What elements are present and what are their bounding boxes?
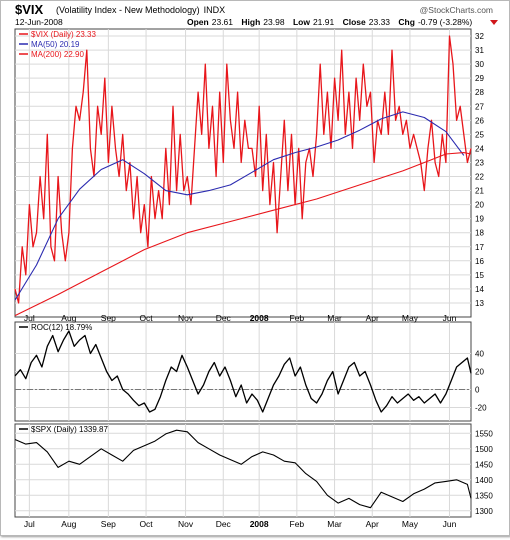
vix-legend-label: $VIX (Daily) 23.33 xyxy=(31,30,96,39)
chg-value: -0.79 (-3.28%) xyxy=(418,17,472,27)
x-tick-label-top: Apr xyxy=(366,313,379,323)
panel-0-y-tick-label: 28 xyxy=(475,88,484,97)
panel-2-y-tick-label: 1350 xyxy=(475,491,493,500)
spx-legend-label: $SPX (Daily) 1339.87 xyxy=(31,425,108,434)
open-label: Open xyxy=(187,17,209,27)
spx-series-line xyxy=(14,429,472,509)
x-tick-label-top: Nov xyxy=(178,313,194,323)
panel-0-y-tick-label: 24 xyxy=(475,144,484,153)
x-tick-label-bottom: Nov xyxy=(178,519,194,529)
panel-2-frame xyxy=(14,423,472,518)
high-value: 23.98 xyxy=(263,17,285,27)
panel-0-y-tick-label: 19 xyxy=(475,215,484,224)
panel-2-y-tick-label: 1500 xyxy=(475,445,493,454)
x-tick-label-top: Sep xyxy=(101,313,116,323)
x-tick-label-top: 2008 xyxy=(250,313,269,323)
panel-0-y-tick-label: 32 xyxy=(475,32,484,41)
x-tick-label-top: Oct xyxy=(139,313,153,323)
x-tick-label-top: Aug xyxy=(61,313,76,323)
panel-0-y-tick-label: 27 xyxy=(475,102,484,111)
panel-1-y-tick-label: 20 xyxy=(475,368,484,377)
panel-0-y-tick-label: 14 xyxy=(475,285,484,294)
panel-0-frame xyxy=(14,28,472,318)
open-value: 23.61 xyxy=(212,17,234,27)
panel-0-y-tick-label: 18 xyxy=(475,229,484,238)
x-tick-label-top: Feb xyxy=(290,313,305,323)
panel-0-y-tick-label: 15 xyxy=(475,271,484,280)
x-tick-label-bottom: Aug xyxy=(61,519,76,529)
chart-name: (Volatility Index - New Methodology) INDX xyxy=(56,5,225,15)
ma200-series-line xyxy=(14,152,472,317)
chart-name-text: (Volatility Index - New Methodology) xyxy=(56,5,200,15)
roc-series-line xyxy=(14,330,472,413)
x-tick-label-bottom: May xyxy=(402,519,419,529)
chart-symbol: $VIX xyxy=(15,2,44,17)
panel-2-y-tick-label: 1300 xyxy=(475,507,493,516)
panel-1-y-tick-label: -20 xyxy=(475,404,487,413)
x-tick-label-bottom: Jul xyxy=(24,519,35,529)
x-tick-label-top: May xyxy=(402,313,419,323)
x-tick-label-bottom: Jun xyxy=(443,519,457,529)
ohlc-readout: Open 23.61 High 23.98 Low 21.91 Close 23.33 … xyxy=(187,17,472,27)
x-tick-label-bottom: Sep xyxy=(101,519,116,529)
panel-0-y-tick-label: 26 xyxy=(475,116,484,125)
x-tick-label-bottom: Dec xyxy=(216,519,232,529)
low-value: 21.91 xyxy=(313,17,335,27)
panel-0-y-tick-label: 25 xyxy=(475,130,484,139)
ma50-legend-label: MA(50) 20.19 xyxy=(31,40,80,49)
x-tick-label-bottom: Oct xyxy=(139,519,153,529)
panel-2-y-tick-label: 1450 xyxy=(475,460,493,469)
panel-0-y-tick-label: 30 xyxy=(475,60,484,69)
x-tick-label-bottom: 2008 xyxy=(250,519,269,529)
panel-0-y-tick-label: 13 xyxy=(475,299,484,308)
chart-exchange: INDX xyxy=(204,5,226,15)
chart-date: 12-Jun-2008 xyxy=(15,17,63,27)
panel-2-y-tick-label: 1550 xyxy=(475,429,493,438)
vix-series-line xyxy=(14,35,472,304)
panel-0-y-tick-label: 23 xyxy=(475,158,484,167)
low-label: Low xyxy=(293,17,310,27)
x-tick-label-top: Jul xyxy=(24,313,35,323)
panel-0-y-tick-label: 29 xyxy=(475,74,484,83)
x-tick-label-bottom: Feb xyxy=(290,519,305,529)
roc-legend-label: ROC(12) 18.79% xyxy=(31,323,92,332)
panel-0-y-tick-label: 17 xyxy=(475,243,484,252)
x-tick-label-bottom: Mar xyxy=(327,519,342,529)
close-label: Close xyxy=(343,17,366,27)
close-value: 23.33 xyxy=(369,17,391,27)
x-tick-label-top: Mar xyxy=(327,313,342,323)
panel-0-y-tick-label: 21 xyxy=(475,187,484,196)
watermark: @StockCharts.com xyxy=(420,5,493,15)
panel-1-y-tick-label: 40 xyxy=(475,350,484,359)
panel-0-y-tick-label: 16 xyxy=(475,257,484,266)
high-label: High xyxy=(241,17,260,27)
panel-2-y-tick-label: 1400 xyxy=(475,476,493,485)
ma50-series-line xyxy=(14,111,465,301)
panel-0-y-tick-label: 22 xyxy=(475,173,484,182)
ma200-legend-label: MA(200) 22.90 xyxy=(31,50,84,59)
chg-label: Chg xyxy=(398,17,415,27)
panel-0-y-tick-label: 20 xyxy=(475,201,484,210)
x-tick-label-bottom: Apr xyxy=(366,519,379,529)
x-tick-label-top: Dec xyxy=(216,313,232,323)
panel-1-y-tick-label: 0 xyxy=(475,386,480,395)
down-arrow-icon xyxy=(490,20,498,25)
x-tick-label-top: Jun xyxy=(443,313,457,323)
panel-0-y-tick-label: 31 xyxy=(475,46,484,55)
